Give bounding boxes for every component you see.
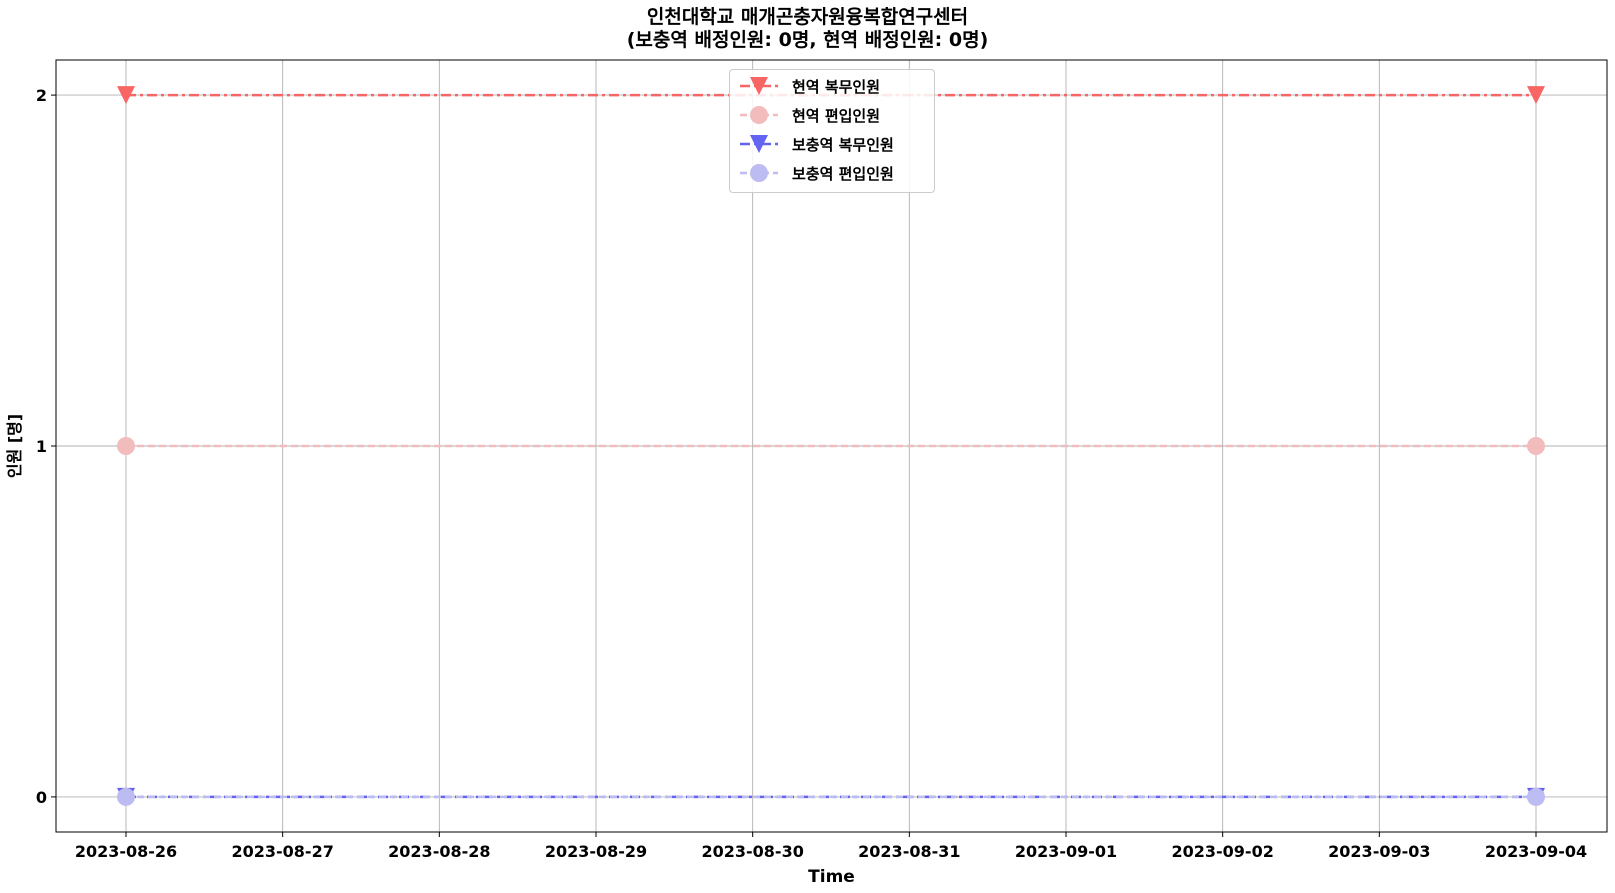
legend-label: 현역 편입인원 [792, 106, 881, 125]
legend-swatch [740, 77, 778, 95]
x-tick-label: 2023-09-01 [1015, 842, 1117, 861]
x-tick-label: 2023-08-28 [388, 842, 490, 861]
data-point-marker [117, 437, 135, 455]
legend-label: 보충역 편입인원 [792, 164, 894, 183]
data-point-marker [1527, 437, 1545, 455]
x-tick-label: 2023-08-27 [231, 842, 333, 861]
y-tick-label: 0 [36, 788, 47, 807]
data-point-marker [750, 164, 768, 182]
legend-swatch [740, 106, 778, 124]
legend-item: 현역 복무인원 [738, 73, 880, 99]
data-point-marker [117, 787, 135, 806]
x-tick-label: 2023-08-30 [701, 842, 803, 861]
series-line-0 [117, 86, 1545, 105]
legend-item: 보충역 복무인원 [738, 131, 894, 157]
chart-subtitle: (보충역 배정인원: 0명, 현역 배정인원: 0명) [626, 29, 989, 51]
x-tick-label: 2023-08-31 [858, 842, 960, 861]
series-line-1 [117, 437, 1545, 455]
series-line-3 [117, 787, 1545, 806]
x-axis-label: Time [808, 867, 855, 887]
data-point-marker [1527, 86, 1545, 105]
x-tick-label: 2023-09-04 [1485, 842, 1587, 861]
y-tick-label: 1 [36, 437, 47, 456]
legend-item: 보충역 편입인원 [738, 160, 894, 186]
x-tick-label: 2023-08-29 [545, 842, 647, 861]
data-point-marker [1527, 787, 1545, 806]
y-tick-label: 2 [36, 86, 47, 105]
x-tick-label: 2023-09-02 [1171, 842, 1273, 861]
y-axis-label: 인원 [명] [5, 414, 24, 478]
data-point-marker [750, 135, 768, 153]
series-layer [117, 86, 1545, 806]
legend-swatch [740, 135, 778, 153]
chart-title-block: 인천대학교 매개곤충자원융복합연구센터 (보충역 배정인원: 0명, 현역 배정… [0, 6, 1615, 52]
legend-swatch [740, 164, 778, 182]
legend-label: 현역 복무인원 [792, 77, 881, 96]
data-point-marker [750, 77, 768, 95]
tick-layer: 2023-08-26 2023-08-27 2023-08-28 2023-08-29… [36, 86, 1587, 861]
legend-label: 보충역 복무인원 [792, 135, 894, 154]
x-tick-label: 2023-08-26 [75, 842, 177, 861]
data-point-marker [117, 86, 135, 105]
data-point-marker [750, 106, 768, 124]
chart-title: 인천대학교 매개곤충자원융복합연구센터 [646, 6, 969, 28]
legend-item: 현역 편입인원 [738, 102, 880, 128]
x-tick-label: 2023-09-03 [1328, 842, 1430, 861]
